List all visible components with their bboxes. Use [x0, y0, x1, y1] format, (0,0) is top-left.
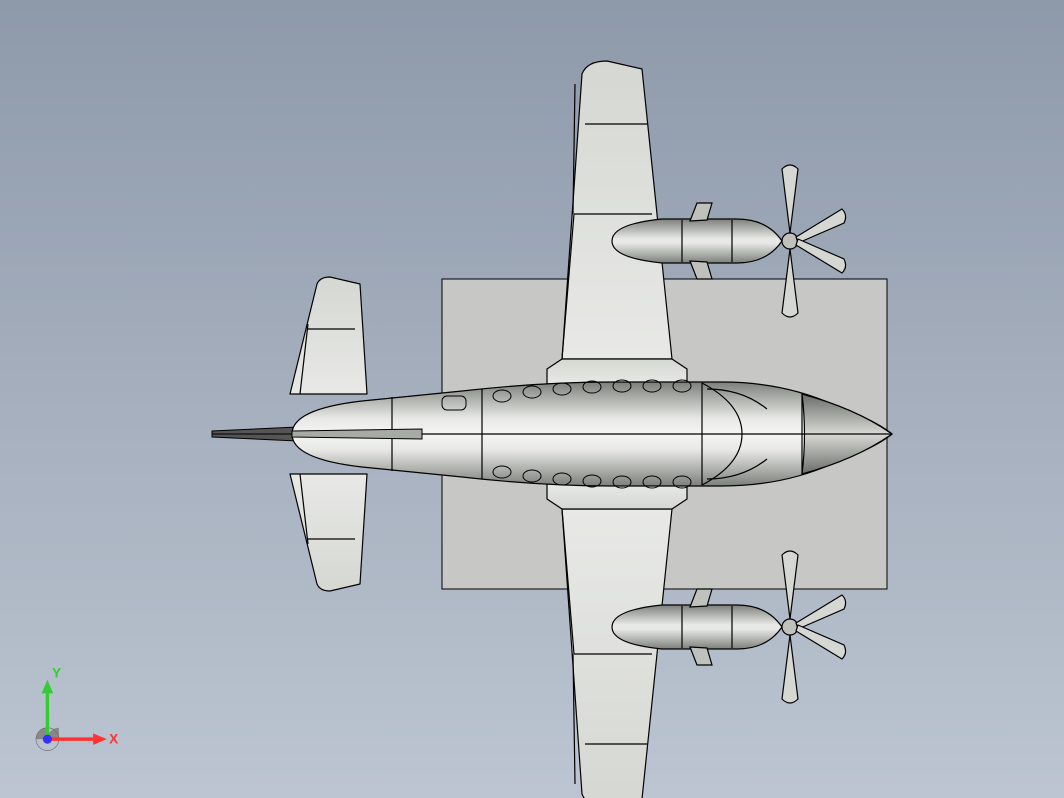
cad-viewport[interactable]: X Y [0, 0, 1064, 798]
view-triad[interactable]: X Y [36, 682, 116, 762]
y-axis-label: Y [52, 665, 61, 680]
vertical-fin [292, 429, 422, 439]
tail-antenna [212, 427, 297, 441]
z-axis [43, 735, 52, 744]
x-axis-label: X [109, 732, 119, 747]
aircraft-model[interactable] [142, 29, 922, 769]
wing-starboard [562, 61, 672, 359]
